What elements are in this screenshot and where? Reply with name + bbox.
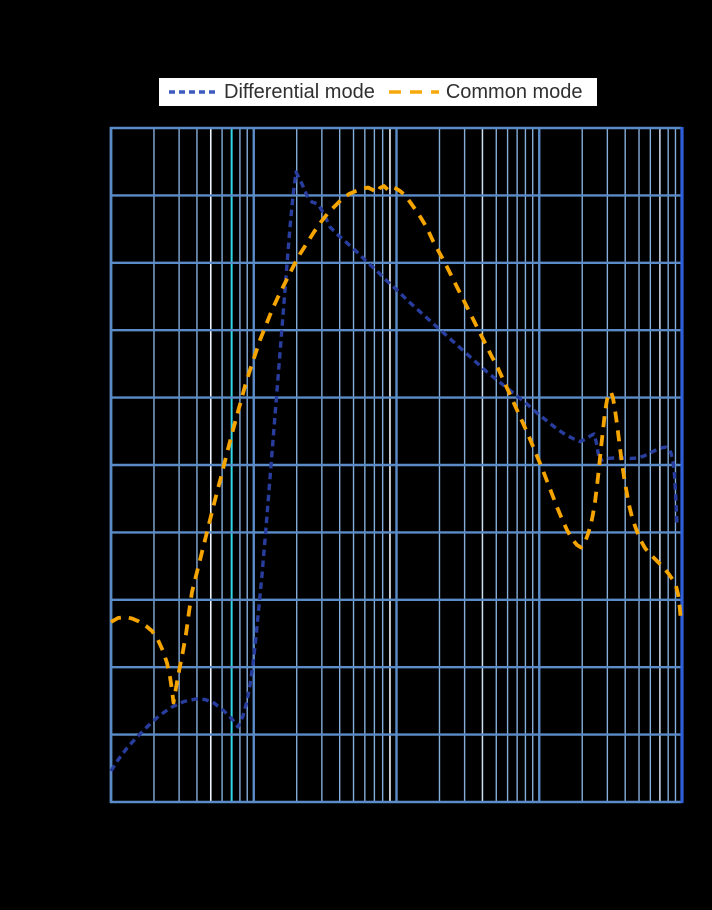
differential-mode-legend-swatch (169, 90, 217, 94)
series-differential-mode (109, 170, 679, 772)
chart-legend: Differential mode Common mode (159, 78, 597, 106)
series-common-mode (110, 184, 683, 705)
legend-label-differential: Differential mode (224, 80, 375, 103)
legend-label-common: Common mode (445, 80, 583, 103)
common-mode-legend-swatch (388, 90, 439, 94)
